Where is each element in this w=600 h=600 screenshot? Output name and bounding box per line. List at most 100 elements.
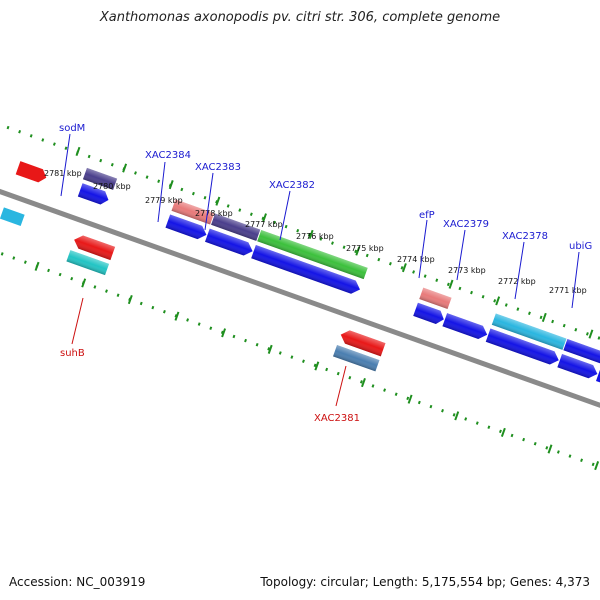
tick-mark	[541, 312, 547, 323]
tick-mark	[221, 328, 227, 338]
tick-label: 2779 kbp	[145, 196, 183, 205]
ring-dot	[296, 228, 300, 233]
ring-dot	[249, 212, 253, 216]
outer-dotted-ring	[6, 125, 600, 340]
ring-dot	[504, 303, 508, 307]
tick-mark	[401, 263, 407, 273]
reverse-feature-xac2381	[333, 345, 380, 372]
tick-label: 2771 kbp	[549, 286, 587, 295]
ring-dot	[336, 371, 340, 376]
forward-feature-xac2384	[171, 199, 215, 225]
ring-dot	[487, 425, 491, 429]
reverse-cds-left-edge	[0, 207, 25, 226]
forward-feature-sodm	[82, 167, 118, 190]
tick-marks	[34, 146, 600, 471]
ring-dot	[87, 154, 91, 159]
ring-dot	[232, 334, 236, 339]
ring-dot	[41, 138, 45, 142]
gene-label-xac2384: XAC2384	[145, 150, 191, 161]
ring-dot	[388, 261, 392, 266]
leader-lines	[60, 133, 580, 407]
ring-dot	[429, 404, 433, 409]
tick-mark	[361, 378, 366, 388]
gene-label-xac2381: XAC2381	[314, 413, 360, 424]
ring-dot	[209, 326, 213, 330]
gene-label-xac2379: XAC2379	[443, 219, 489, 230]
tick-mark	[495, 296, 501, 306]
ring-dot	[145, 175, 149, 179]
ring-dot	[481, 294, 485, 299]
ring-dot	[435, 278, 439, 282]
ring-dot	[134, 171, 137, 175]
tick-mark	[547, 444, 553, 454]
inner-dotted-ring	[0, 252, 595, 467]
forward-feature-xac2382	[257, 229, 368, 280]
tick-labels: 2781 kbp 2780 kbp 2779 kbp 2778 kbp 2777…	[44, 169, 587, 295]
ring-dot	[499, 429, 502, 434]
gene-label-suhb: suhB	[60, 348, 85, 359]
ring-dot	[342, 245, 346, 249]
ring-dot	[417, 400, 421, 405]
ring-dot	[383, 388, 387, 392]
gene-label-ubig: ubiG	[569, 241, 592, 252]
ring-dot	[551, 319, 555, 324]
tick-mark	[215, 196, 221, 206]
ring-dot	[23, 260, 27, 264]
ring-dot	[580, 458, 584, 462]
forward-cds-sodm	[77, 183, 109, 205]
tick-mark	[588, 329, 594, 339]
ring-dot	[522, 437, 526, 442]
ring-dot	[319, 237, 323, 241]
ring-dot	[585, 332, 589, 336]
tick-label: 2774 kbp	[397, 255, 435, 264]
tick-mark	[500, 427, 506, 437]
forward-feature-ubig	[563, 338, 600, 364]
ring-dot	[151, 305, 155, 310]
tick-mark	[355, 246, 361, 256]
ring-dot	[52, 142, 56, 146]
map-title: Xanthomonas axonopodis pv. citri str. 30…	[99, 10, 501, 25]
tick-mark	[174, 311, 180, 321]
tick-mark	[314, 361, 320, 371]
ring-dot	[562, 323, 566, 328]
ring-dot	[99, 158, 103, 163]
forward-feature-xac2383	[211, 213, 261, 241]
tick-mark	[407, 394, 413, 404]
ring-dot	[139, 301, 143, 306]
ring-dot	[70, 276, 74, 281]
ring-dot	[348, 375, 352, 380]
ring-dot	[186, 318, 190, 322]
reverse-gene-labels: suhB XAC2381	[60, 348, 360, 424]
forward-cds-next	[595, 367, 600, 393]
gene-label-xac2382: XAC2382	[269, 180, 315, 191]
ring-dot	[93, 285, 97, 289]
forward-cds-xac2379	[442, 313, 488, 340]
ring-dot	[452, 413, 456, 417]
ring-dot	[331, 241, 334, 245]
ring-dot	[58, 272, 62, 277]
ring-dot	[226, 204, 230, 208]
ring-dot	[493, 299, 497, 303]
ring-dot	[412, 270, 416, 274]
tick-label: 2781 kbp	[44, 169, 82, 178]
tick-mark	[454, 411, 460, 421]
ring-dot	[458, 286, 462, 291]
tick-label: 2773 kbp	[448, 266, 486, 275]
ring-dot	[574, 327, 578, 332]
ring-dot	[516, 307, 520, 311]
ring-dot	[556, 450, 560, 454]
ring-dot	[423, 274, 427, 278]
tick-mark	[75, 146, 81, 156]
forward-feature-efp	[419, 287, 452, 310]
tick-mark	[448, 279, 454, 289]
ring-dot	[0, 252, 4, 256]
ring-dot	[18, 129, 22, 134]
backbone	[0, 128, 600, 469]
ring-dot	[116, 293, 120, 297]
tick-mark	[594, 461, 600, 471]
forward-cds-ubig	[557, 354, 598, 379]
ring-dot	[284, 224, 288, 229]
ring-dot	[365, 253, 369, 258]
ring-dot	[406, 396, 410, 401]
ring-dot	[528, 311, 531, 315]
